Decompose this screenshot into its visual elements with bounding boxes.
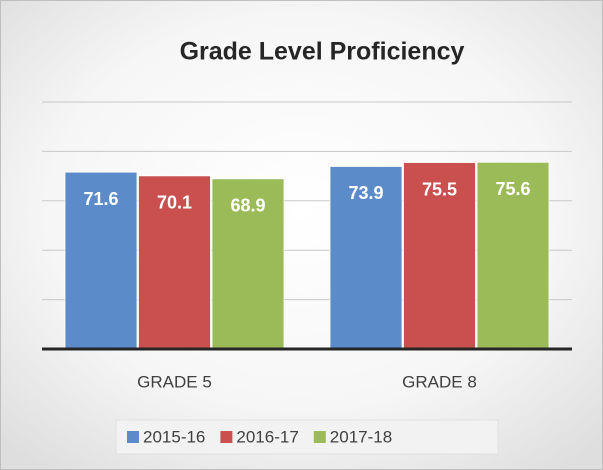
bar: [329, 166, 403, 350]
legend-label: 2015-16: [143, 427, 205, 446]
bar: [476, 161, 550, 350]
legend-swatch: [127, 431, 139, 443]
legend-swatch: [313, 431, 326, 443]
data-label: 75.6: [495, 179, 530, 199]
legend-box: [115, 419, 499, 455]
data-label: 70.1: [157, 193, 192, 213]
bar: [403, 162, 476, 350]
legend-label: 2016-17: [236, 427, 298, 446]
x-tick-label: GRADE 8: [402, 372, 477, 391]
x-tick-label: GRADE 5: [137, 372, 212, 391]
bar: [138, 175, 211, 350]
legend-swatch: [220, 431, 233, 443]
data-label: 71.6: [83, 189, 118, 209]
data-label: 75.5: [422, 179, 457, 199]
chart-title: Grade Level Proficiency: [180, 38, 465, 66]
legend-label: 2017-18: [330, 427, 392, 446]
data-label: 68.9: [230, 196, 265, 216]
bar: [211, 178, 285, 350]
bar: [64, 171, 138, 350]
legend: 2015-16 2016-17 2017-18: [115, 419, 499, 455]
data-label: 73.9: [348, 183, 383, 203]
